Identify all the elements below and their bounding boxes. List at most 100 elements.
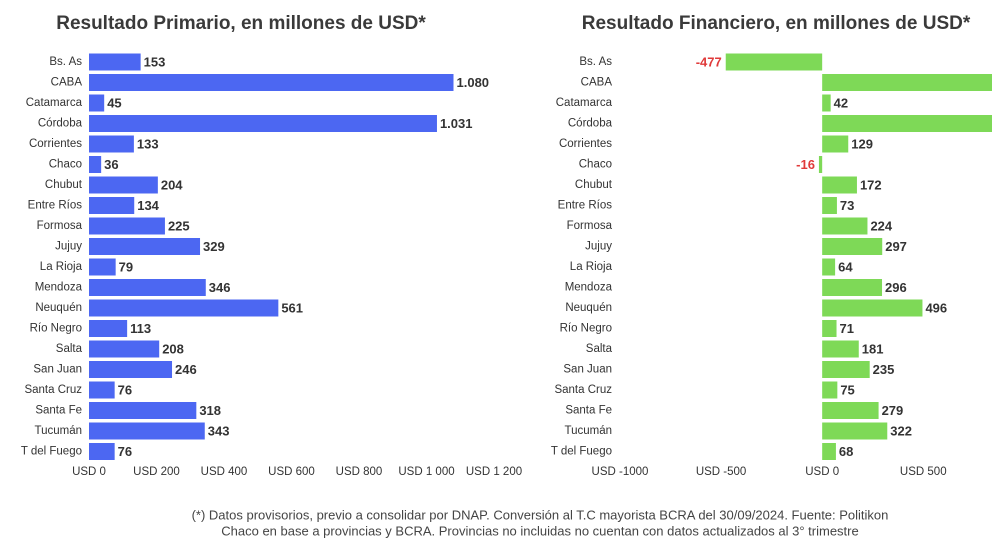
value-label: 561: [281, 300, 303, 315]
category-label: Santa Cruz: [24, 384, 82, 396]
bar: [89, 217, 165, 235]
bar: [822, 176, 857, 194]
value-label: 346: [209, 280, 231, 295]
category-label: Tucumán: [34, 425, 82, 437]
x-tick-label: USD 400: [201, 466, 248, 478]
x-tick-label: USD 600: [268, 466, 315, 478]
bar: [822, 361, 870, 378]
bar: [822, 279, 883, 296]
bar: [822, 320, 837, 337]
category-label: La Rioja: [40, 261, 83, 273]
bar: [822, 340, 859, 358]
bar: [89, 115, 437, 132]
category-label: Salta: [56, 343, 83, 355]
category-label: Catamarca: [556, 97, 613, 109]
category-label: Chaco: [49, 159, 82, 171]
bar: [822, 74, 992, 91]
category-label: Río Negro: [30, 323, 82, 335]
bar: [822, 443, 836, 460]
x-tick-label: USD -1000: [592, 466, 649, 478]
category-label: Salta: [586, 343, 613, 355]
category-label: Formosa: [567, 220, 613, 232]
value-label: 246: [175, 362, 197, 377]
x-tick-label: USD 200: [133, 466, 180, 478]
category-label: Santa Fe: [565, 405, 612, 417]
category-label: T del Fuego: [551, 446, 612, 458]
value-label: 75: [840, 382, 854, 397]
bar: [89, 197, 135, 214]
bar: [822, 135, 849, 153]
x-tick-label: USD -500: [696, 466, 747, 478]
footnote: Chaco en base a provincias y BCRA. Provi…: [221, 523, 858, 538]
value-label: 64: [838, 259, 853, 274]
bar: [89, 320, 128, 337]
value-label: 1.031: [440, 116, 473, 131]
value-label: 76: [118, 382, 132, 397]
value-label: 45: [107, 95, 121, 110]
bar: [89, 299, 279, 317]
chart-title: Resultado Financiero, en millones de USD…: [582, 13, 971, 34]
category-label: Bs. As: [579, 56, 612, 68]
value-label: 1.080: [457, 75, 490, 90]
value-label: 496: [925, 300, 947, 315]
value-label: 343: [208, 423, 230, 438]
category-label: Córdoba: [38, 118, 83, 130]
category-label: Tucumán: [564, 425, 612, 437]
category-label: CABA: [51, 77, 83, 89]
chart-title: Resultado Primario, en millones de USD*: [56, 13, 426, 34]
footnote: (*) Datos provisorios, previo a consolid…: [192, 507, 889, 522]
value-label: 208: [162, 341, 184, 356]
bar: [822, 94, 831, 112]
category-label: Córdoba: [568, 118, 613, 130]
bar: [822, 299, 923, 317]
bar: [89, 279, 206, 296]
x-tick-label: USD 800: [336, 466, 383, 478]
category-label: Jujuy: [585, 241, 612, 253]
category-label: Corrientes: [559, 138, 612, 150]
bar: [89, 53, 141, 71]
value-label: 235: [873, 362, 895, 377]
category-label: Bs. As: [49, 56, 82, 68]
x-tick-label: USD 1 000: [398, 466, 454, 478]
bar: [89, 176, 158, 194]
value-label: 172: [860, 177, 882, 192]
x-tick-label: USD 1 200: [466, 466, 522, 478]
value-label: 73: [840, 198, 854, 213]
value-label: 133: [137, 136, 159, 151]
category-label: Chubut: [45, 179, 83, 191]
bar: [89, 74, 454, 91]
category-label: Corrientes: [29, 138, 82, 150]
bar: [89, 238, 201, 255]
category-label: Entre Ríos: [28, 200, 83, 212]
value-label: 296: [885, 280, 907, 295]
value-label: 153: [144, 54, 166, 69]
value-label: 181: [862, 341, 884, 356]
bar: [89, 402, 197, 419]
category-label: Entre Ríos: [558, 200, 613, 212]
category-label: Chaco: [579, 159, 612, 171]
category-label: T del Fuego: [21, 446, 82, 458]
bar: [89, 156, 102, 173]
bar: [822, 422, 888, 440]
category-label: La Rioja: [570, 261, 613, 273]
value-label: -16: [796, 157, 815, 172]
category-label: San Juan: [33, 364, 82, 376]
bar: [89, 340, 160, 358]
bar: [822, 381, 838, 399]
x-tick-label: USD 0: [72, 466, 106, 478]
category-label: Mendoza: [565, 282, 613, 294]
value-label: 129: [851, 136, 873, 151]
value-label: 113: [130, 321, 151, 336]
value-label: 225: [168, 218, 190, 233]
value-label: -477: [696, 54, 722, 69]
category-label: Neuquén: [35, 302, 82, 314]
value-label: 76: [118, 444, 132, 459]
category-label: San Juan: [563, 364, 612, 376]
category-label: CABA: [581, 77, 613, 89]
value-label: 279: [882, 403, 904, 418]
value-label: 204: [161, 177, 183, 192]
value-label: 318: [199, 403, 221, 418]
category-label: Formosa: [37, 220, 83, 232]
bar: [822, 115, 992, 132]
value-label: 68: [839, 444, 853, 459]
